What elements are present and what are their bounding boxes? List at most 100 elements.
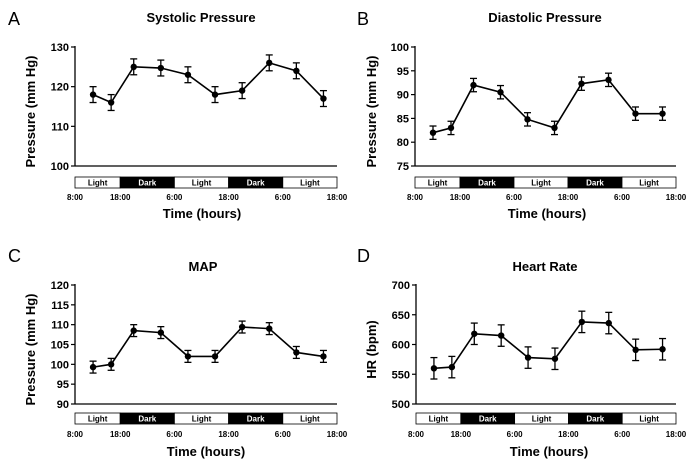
data-point [211,91,219,98]
data-point [238,323,246,331]
x-tick-label: 18:00 [666,193,687,202]
y-tick-label: 115 [51,300,69,312]
y-tick-label: 500 [392,399,410,411]
y-tick-label: 75 [397,161,409,173]
x-axis-label: Time (hours) [510,444,589,459]
y-tick-label: 700 [392,280,410,292]
x-tick-label: 6:00 [166,193,183,202]
chart-title: MAP [189,259,218,274]
data-point [157,329,165,336]
y-tick-label: 105 [51,340,69,352]
y-tick-label: 100 [391,42,409,54]
data-point [497,332,505,339]
chart-title: Heart Rate [512,259,577,274]
y-tick-label: 110 [51,121,69,133]
data-point [130,63,137,71]
band-label: Light [88,179,108,188]
x-tick-label: 8:00 [67,193,84,202]
x-axis-label: Time (hours) [167,444,246,459]
x-tick-label: 18:00 [451,430,472,439]
data-point [524,354,532,361]
band-label: Light [429,415,449,424]
data-point [632,346,639,354]
band-label: Light [88,415,108,424]
x-tick-label: 18:00 [327,430,348,439]
y-tick-label: 600 [392,340,410,352]
x-tick-label: 6:00 [275,430,292,439]
band-label: Dark [138,415,156,424]
data-point [497,89,504,96]
y-tick-label: 90 [397,90,409,102]
x-tick-label: 18:00 [327,193,348,202]
x-tick-label: 18:00 [666,430,687,439]
band-label: Light [300,415,320,424]
data-point [471,330,478,337]
series-line [433,321,663,370]
band-label: Dark [138,179,156,188]
band-label: Light [428,179,448,188]
x-tick-label: 6:00 [507,430,524,439]
data-point [578,318,586,326]
band-light [282,176,338,189]
y-axis-label: Pressure (mm Hg) [23,294,38,406]
data-point [89,91,97,98]
y-tick-label: 120 [51,82,69,94]
data-point [293,349,300,356]
data-point [107,361,115,368]
x-tick-label: 18:00 [110,193,131,202]
data-point [659,346,666,353]
x-tick-label: 18:00 [558,430,579,439]
panel-letter: B [357,9,369,29]
panel-letter: A [8,9,20,29]
panel-c: C MAP 90 95 100 105 110 115 120 Pressure (mm Hg) L… [8,246,348,459]
y-tick-label: 100 [51,359,69,371]
series-line [92,326,324,368]
band-label: Light [192,179,212,188]
data-point [184,71,192,78]
y-tick-label: 90 [57,399,69,411]
panel-letter: C [8,246,21,266]
data-point [470,81,477,89]
data-point [211,353,219,360]
data-point [447,124,455,132]
x-tick-label: 6:00 [614,430,631,439]
y-tick-label: 85 [397,113,409,125]
panel-a: A Systolic Pressure 100 110 120 130 Pressure (… [8,9,348,221]
panel-b: B Diastolic Pressure 75 80 85 90 95 100 Pressure… [357,9,687,221]
band-light [282,412,338,425]
data-point [184,353,192,360]
data-point [632,110,639,117]
band-label: Light [639,179,659,188]
data-point [448,363,456,371]
x-tick-label: 6:00 [506,193,523,202]
y-tick-label: 110 [51,320,69,332]
y-axis-label: Pressure (mm Hg) [23,56,38,168]
band-label: Light [531,179,551,188]
band-label: Light [639,415,659,424]
y-tick-label: 95 [57,379,69,391]
y-tick-label: 120 [51,280,69,292]
band-label: Dark [247,179,265,188]
band-label: Dark [586,415,604,424]
x-tick-label: 6:00 [275,193,292,202]
chart-title: Diastolic Pressure [488,10,601,25]
band-label: Light [532,415,552,424]
x-tick-label: 6:00 [614,193,631,202]
y-tick-label: 550 [392,369,410,381]
x-tick-label: 18:00 [218,430,239,439]
band-light [621,176,677,189]
data-point [605,76,612,84]
data-point [320,95,327,102]
x-tick-label: 18:00 [110,430,131,439]
band-label: Light [300,179,320,188]
data-point [605,319,612,327]
x-tick-label: 18:00 [218,193,239,202]
band-label: Dark [586,179,604,188]
y-axis-label: HR (bpm) [364,320,379,379]
panel-d: D Heart Rate 500 550 600 650 700 HR (bpm) Light D… [357,246,687,459]
series-line [432,78,663,134]
band-label: Dark [478,179,496,188]
x-tick-label: 18:00 [558,193,579,202]
data-point [293,67,300,75]
